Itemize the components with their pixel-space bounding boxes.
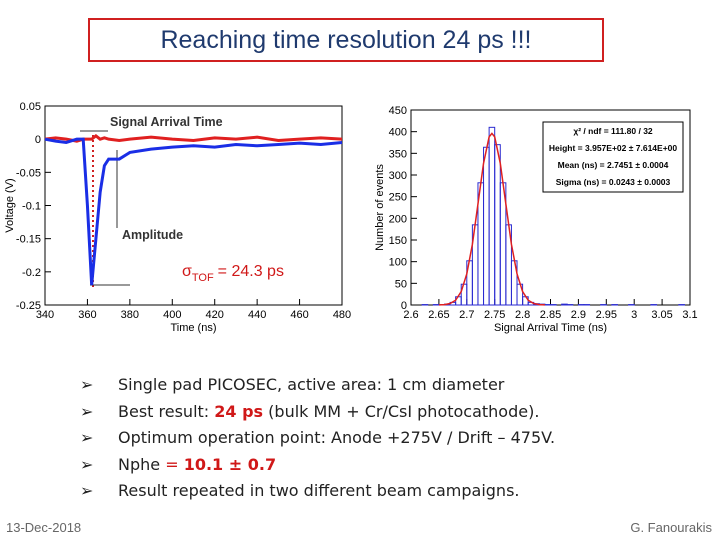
y-tick-label: -0.05 bbox=[16, 167, 41, 179]
stats-line: χ² / ndf = 111.80 / 32 bbox=[573, 126, 653, 136]
bullet: Optimum operation point: Anode +275V / D… bbox=[80, 425, 555, 452]
y-tick-label: 150 bbox=[389, 235, 407, 247]
x-tick-label: 360 bbox=[78, 309, 96, 321]
sigma-label: σTOF = 24.3 ps bbox=[182, 263, 284, 284]
x-tick-label: 2.8 bbox=[515, 309, 530, 321]
highlight: 10.1 ± 0.7 bbox=[183, 454, 277, 474]
bullet-text: Single pad PICOSEC, active area: 1 cm di… bbox=[118, 375, 505, 394]
y-tick-label: -0.15 bbox=[16, 234, 41, 246]
x-tick-label: 2.7 bbox=[459, 309, 474, 321]
y-tick-label: 0 bbox=[401, 300, 407, 312]
bullet: Best result: 24 ps (bulk MM + Cr/CsI pho… bbox=[80, 399, 555, 426]
y-tick-label: 100 bbox=[389, 257, 407, 269]
highlight: 24 ps bbox=[214, 401, 264, 421]
x-tick-label: 2.85 bbox=[540, 309, 561, 321]
x-tick-label: 3.1 bbox=[682, 309, 697, 321]
hist-bin bbox=[483, 146, 490, 306]
y-axis-label: Voltage (V) bbox=[4, 178, 16, 232]
y-tick-label: -0.25 bbox=[16, 300, 41, 312]
y-tick-label: 300 bbox=[389, 170, 407, 182]
bullet-text: Nphe bbox=[118, 454, 166, 474]
sigma-value: = 24.3 ps bbox=[218, 263, 284, 280]
fit-curve bbox=[438, 132, 545, 306]
x-tick-label: 480 bbox=[333, 309, 351, 321]
plots: Signal Arrival Time Amplitude σTOF = 24.3… bbox=[4, 101, 698, 334]
x-tick-label: 420 bbox=[206, 309, 224, 321]
footer-author: G. Fanourakis bbox=[630, 520, 712, 535]
y-tick-label: 250 bbox=[389, 192, 407, 204]
y-tick-label: 0 bbox=[35, 134, 41, 146]
y-tick-label: -0.1 bbox=[22, 201, 41, 213]
bullet-text: (bulk MM + Cr/CsI photocathode). bbox=[263, 401, 540, 421]
x-axis-label: Time (ns) bbox=[170, 322, 216, 334]
stats-line: Mean (ns) = 2.7451 ± 0.0004 bbox=[558, 160, 669, 170]
sigma: σ bbox=[182, 263, 192, 280]
x-axis-label: Signal Arrival Time (ns) bbox=[494, 322, 607, 334]
hist-bin bbox=[494, 144, 501, 306]
x-tick-label: 2.6 bbox=[403, 309, 418, 321]
x-tick-label: 400 bbox=[163, 309, 181, 321]
bullet-text: Best result: bbox=[118, 401, 215, 421]
hist-bin bbox=[561, 303, 568, 306]
x-tick-label: 2.75 bbox=[484, 309, 505, 321]
stats-line: Sigma (ns) = 0.0243 ± 0.0003 bbox=[556, 177, 671, 187]
stats-box bbox=[542, 121, 684, 193]
y-axis-label: Number of events bbox=[374, 164, 386, 251]
waveform bbox=[44, 133, 343, 143]
x-tick-label: 2.95 bbox=[596, 309, 617, 321]
y-tick-label: 400 bbox=[389, 127, 407, 139]
x-tick-label: 460 bbox=[290, 309, 308, 321]
annotation: Amplitude bbox=[122, 228, 183, 242]
hist-bin bbox=[488, 126, 496, 306]
waveform bbox=[44, 137, 343, 286]
bullet: Single pad PICOSEC, active area: 1 cm di… bbox=[80, 372, 555, 399]
sigma-sub: TOF bbox=[192, 272, 214, 284]
x-tick-label: 3 bbox=[631, 309, 637, 321]
bullet: Nphe = 10.1 ± 0.7 bbox=[80, 452, 555, 479]
x-tick-label: 2.65 bbox=[428, 309, 449, 321]
x-tick-label: 3.05 bbox=[651, 309, 672, 321]
y-tick-label: 50 bbox=[395, 278, 407, 290]
x-tick-label: 340 bbox=[36, 309, 54, 321]
annotation: Signal Arrival Time bbox=[110, 115, 223, 129]
y-tick-label: 350 bbox=[389, 148, 407, 160]
y-tick-label: -0.2 bbox=[22, 267, 41, 279]
x-tick-label: 380 bbox=[121, 309, 139, 321]
x-tick-label: 440 bbox=[248, 309, 266, 321]
y-tick-label: 200 bbox=[389, 213, 407, 225]
bullet-text: Optimum operation point: Anode +275V / D… bbox=[118, 428, 556, 448]
stats-line: Height = 3.957E+02 ± 7.614E+00 bbox=[549, 143, 678, 153]
y-tick-label: 450 bbox=[389, 105, 407, 117]
x-tick-label: 2.9 bbox=[571, 309, 586, 321]
bullet-text: Result repeated in two different beam ca… bbox=[118, 481, 520, 501]
footer-date: 13-Dec-2018 bbox=[6, 520, 82, 535]
highlight: = bbox=[165, 454, 184, 474]
bullet-list: Single pad PICOSEC, active area: 1 cm di… bbox=[80, 372, 555, 505]
bullet: Result repeated in two different beam ca… bbox=[80, 478, 555, 505]
slide-title: Reaching time resolution 24 ps !!! bbox=[88, 18, 604, 62]
y-tick-label: 0.05 bbox=[20, 101, 41, 113]
